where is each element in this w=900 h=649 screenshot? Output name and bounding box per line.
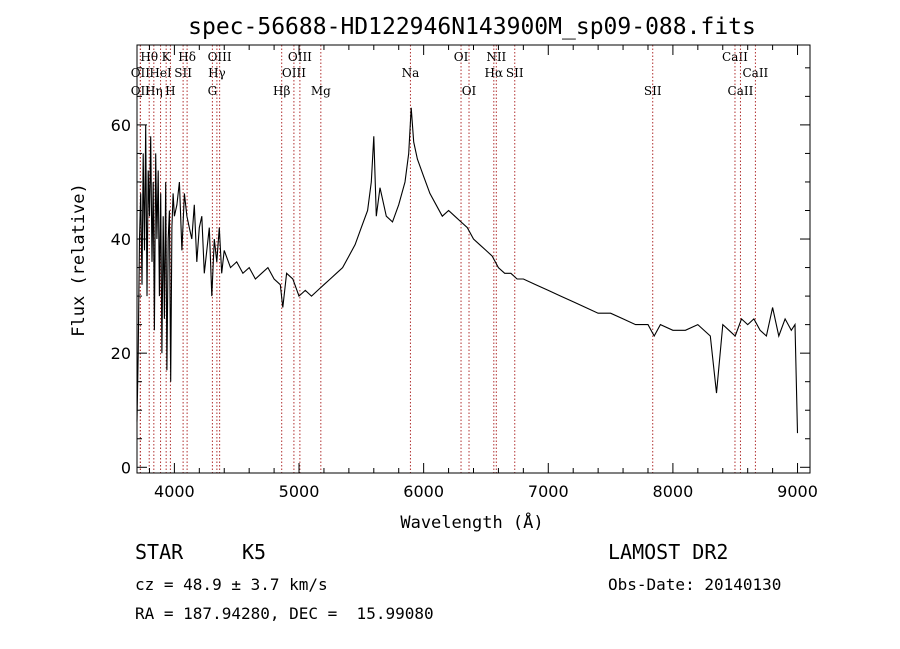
spectral-line-markers: OIIHθOIIHηHeIKHSIIHδGHγOIIIHβOIIIOIIIMgN… (131, 45, 769, 473)
y-tick-label: 40 (111, 230, 131, 249)
redshift-cz: cz = 48.9 ± 3.7 km/s (135, 575, 328, 594)
spectrum-series-line (136, 107, 799, 434)
y-tick-label: 20 (111, 344, 131, 363)
y-tick-label: 60 (111, 116, 131, 135)
spectral-line-label: OIII (282, 66, 306, 80)
observation-date: Obs-Date: 20140130 (608, 575, 782, 594)
spectral-line-label: K (162, 50, 172, 64)
y-tick-label: 0 (121, 458, 131, 477)
chart-title: spec-56688-HD122946N143900M_sp09-088.fit… (188, 14, 756, 40)
spectral-line-label: Hγ (208, 66, 226, 80)
spectral-line-label: OII (131, 66, 151, 80)
spectral-line-label: NII (486, 50, 506, 64)
x-axis-label: Wavelength (Å) (400, 511, 543, 533)
spectral-line-label: G (208, 84, 218, 98)
spectral-line-label: CaII (722, 50, 748, 64)
x-tick-label: 4000 (154, 482, 195, 501)
spectral-line-label: Na (402, 66, 420, 80)
spectral-line-label: OIII (208, 50, 232, 64)
spectral-line-label: SII (174, 66, 192, 80)
spectral-line-label: Mg (311, 84, 331, 98)
plot-frame (136, 44, 811, 474)
x-axis-ticks: 4000 5000 6000 7000 8000 9000 (148, 45, 818, 501)
x-tick-label: 8000 (653, 482, 694, 501)
object-class: STAR (135, 540, 184, 564)
y-axis-label: Flux (relative) (69, 183, 89, 337)
spectral-line-label: HeI (149, 66, 172, 80)
spectral-line-label: SII (506, 66, 524, 80)
spectral-line-label: OIII (288, 50, 312, 64)
spectral-line-label: Hδ (178, 50, 196, 64)
x-tick-label: 9000 (777, 482, 818, 501)
spectral-line-label: OI (462, 84, 477, 98)
object-subclass: K5 (242, 540, 267, 564)
x-tick-label: 6000 (403, 482, 444, 501)
spectral-line-label: Hα (485, 66, 504, 80)
ra-dec-coordinates: RA = 187.94280, DEC = 15.99080 (135, 604, 434, 623)
spectral-line-label: SII (644, 84, 662, 98)
spectral-line-label: Hθ (140, 50, 158, 64)
spectral-line-label: OI (454, 50, 469, 64)
spectral-line-label: CaII (728, 84, 754, 98)
spectral-line-label: CaII (742, 66, 768, 80)
x-tick-label: 5000 (279, 482, 320, 501)
survey-name: LAMOST DR2 (608, 540, 729, 564)
spectral-line-label: H (165, 84, 175, 98)
x-tick-label: 7000 (528, 482, 569, 501)
spectrum-chart: spec-56688-HD122946N143900M_sp09-088.fit… (69, 14, 818, 533)
y-axis-ticks: 0 20 40 60 (111, 67, 810, 477)
spectral-line-label: Hβ (273, 84, 290, 98)
spectral-line-label: Hη (145, 84, 163, 98)
